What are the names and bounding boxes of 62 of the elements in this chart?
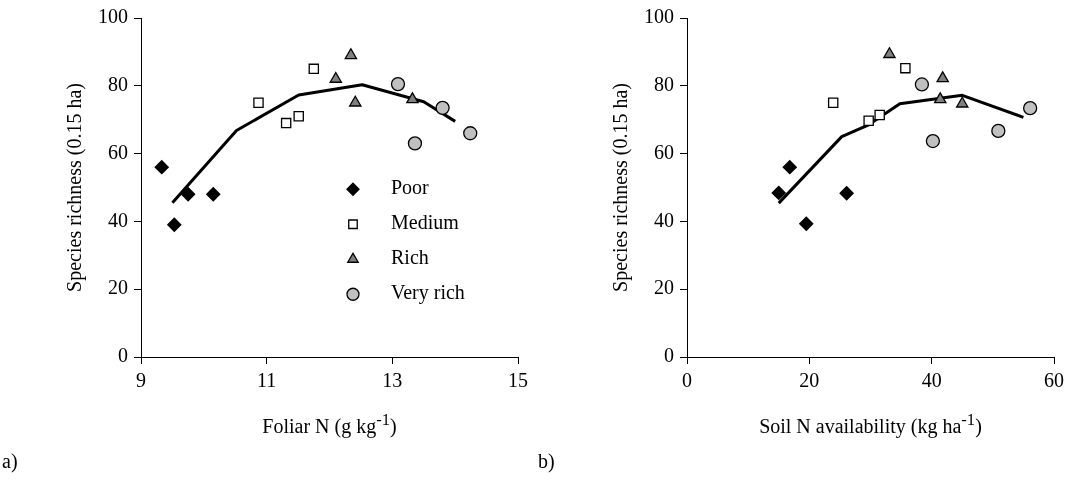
y-tick-label: 20 xyxy=(108,276,128,299)
point xyxy=(463,126,478,141)
y-tick-label: 60 xyxy=(654,140,674,163)
y-tick-label: 100 xyxy=(644,5,674,28)
legend-label: Rich xyxy=(391,246,429,269)
point xyxy=(782,160,797,175)
point xyxy=(874,109,885,121)
point xyxy=(799,216,814,231)
y-tick-label: 40 xyxy=(654,208,674,231)
point xyxy=(883,47,896,59)
point xyxy=(933,92,947,104)
x-tick-label: 13 xyxy=(382,369,403,392)
x-tick-label: 9 xyxy=(136,369,146,392)
point xyxy=(293,111,304,122)
y-tick-label: 40 xyxy=(108,208,128,231)
point xyxy=(900,62,911,74)
point xyxy=(827,97,839,108)
text: b) xyxy=(538,450,555,473)
point xyxy=(390,76,406,92)
point xyxy=(329,71,343,83)
y-tick-label: 20 xyxy=(654,276,674,299)
y-tick-label: 0 xyxy=(664,344,674,367)
point xyxy=(771,185,786,201)
x-tick-label: 11 xyxy=(257,369,277,392)
x-tick-label: 0 xyxy=(682,369,692,392)
x-axis-title: Soil N availability (kg ha$^{-1}$) xyxy=(759,410,982,438)
point xyxy=(936,71,949,83)
legend-label: Poor xyxy=(391,176,430,199)
point xyxy=(914,77,930,92)
point xyxy=(154,160,169,175)
point xyxy=(180,187,196,202)
point xyxy=(863,115,874,126)
y-tick-label: 0 xyxy=(118,344,128,367)
point xyxy=(1023,101,1038,116)
x-tick-label: 15 xyxy=(508,369,528,392)
point xyxy=(253,97,264,108)
point xyxy=(308,63,320,75)
y-tick-label: 60 xyxy=(108,140,128,163)
x-tick-label: 60 xyxy=(1044,369,1064,392)
point xyxy=(348,95,362,107)
point xyxy=(280,117,292,129)
x-tick-label: 20 xyxy=(799,369,820,392)
point xyxy=(435,100,450,115)
x-axis-title: Foliar N (g kg$^{-1}$) xyxy=(262,410,397,438)
y-tick-label: 80 xyxy=(108,73,128,96)
point xyxy=(839,186,854,201)
x-tick-label: 40 xyxy=(921,369,942,392)
point xyxy=(407,136,423,151)
point xyxy=(406,92,419,104)
point xyxy=(991,123,1006,139)
y-axis-title: Species richness (0.15 ha) xyxy=(63,83,87,292)
y-axis-title: Species richness (0.15 ha) xyxy=(609,83,633,292)
legend-label: Very rich xyxy=(391,281,465,305)
point xyxy=(925,133,941,149)
point xyxy=(344,48,358,60)
y-tick-label: 80 xyxy=(654,73,674,96)
y-tick-label: 100 xyxy=(98,5,128,28)
point xyxy=(206,187,221,202)
point xyxy=(955,96,969,108)
point xyxy=(167,217,182,232)
legend-label: Medium xyxy=(391,211,460,234)
text: a) xyxy=(2,450,18,473)
